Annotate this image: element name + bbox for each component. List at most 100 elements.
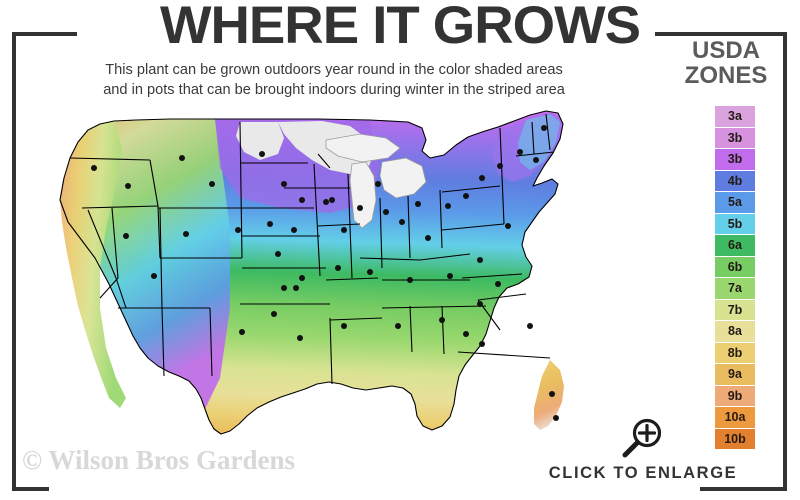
state-line-mo-ar	[325, 277, 379, 281]
legend-swatch-6a-6: 6a	[715, 235, 755, 257]
legend-swatch-label: 8b	[727, 345, 743, 360]
city-markers	[91, 125, 559, 421]
state-line-ny-ne	[499, 127, 505, 225]
legend-swatch-5a-4: 5a	[715, 192, 755, 214]
city-marker	[549, 391, 555, 397]
northern-minnesota-unmapped-area	[236, 122, 284, 160]
state-line-wi-mi	[317, 153, 331, 169]
hardiness-zone-map[interactable]	[30, 108, 670, 458]
legend-swatch-label: 7b	[727, 302, 743, 317]
city-marker	[399, 219, 405, 225]
state-line-vt-nh	[531, 121, 535, 155]
usda-zone-legend: 3a 3b 3b 4b 5a 5b 6a 6b 7a 7b 8a 8b 9a 9b 10a 10b	[715, 106, 755, 450]
city-marker	[151, 273, 157, 279]
legend-swatch-label: 10b	[724, 431, 746, 446]
click-to-enlarge-label[interactable]: CLICK TO ENLARGE	[548, 464, 738, 482]
lake-huron-erie	[379, 157, 427, 199]
city-marker	[323, 199, 329, 205]
legend-swatch-label: 3a	[728, 109, 742, 124]
state-line-va-nc	[461, 273, 523, 279]
legend-swatch-3b-1: 3b	[715, 127, 755, 149]
new-england-overlay	[518, 114, 560, 170]
city-marker	[395, 323, 401, 329]
city-marker	[445, 203, 451, 209]
city-marker	[91, 165, 97, 171]
map-zone-fills	[60, 111, 564, 434]
city-marker	[533, 157, 539, 163]
pacific-coast-overlay	[60, 121, 126, 408]
great-lakes	[325, 133, 427, 229]
city-marker	[463, 331, 469, 337]
subtitle-line-1: This plant can be grown outdoors year ro…	[105, 62, 563, 78]
frame-bottom-left-segment	[12, 487, 49, 491]
legend-swatch-10a-14: 10a	[715, 407, 755, 429]
city-marker	[281, 285, 287, 291]
city-marker	[425, 235, 431, 241]
state-line-nv-ut	[99, 207, 119, 299]
legend-swatch-label: 4b	[727, 173, 743, 188]
state-line-tn-ms-al-ga	[381, 305, 487, 309]
legend-swatch-label: 3b	[727, 130, 743, 145]
legend-swatch-9b-13: 9b	[715, 385, 755, 407]
legend-swatch-3b-2: 3b	[715, 149, 755, 171]
state-line-wa-or	[69, 157, 151, 161]
city-marker	[439, 317, 445, 323]
state-line-il-in	[379, 197, 383, 269]
city-marker	[553, 415, 559, 421]
legend-swatch-label: 5a	[728, 195, 742, 210]
legend-swatch-10b-15: 10b	[715, 428, 755, 450]
state-line-oh-pa	[439, 189, 443, 249]
city-marker	[357, 205, 363, 211]
legend-swatch-8a-10: 8a	[715, 321, 755, 343]
state-line-ut-co	[159, 207, 163, 309]
legend-heading: USDA ZONES	[664, 38, 788, 88]
city-marker	[375, 181, 381, 187]
city-marker	[281, 181, 287, 187]
lake-michigan	[349, 161, 377, 229]
legend-heading-line-1: USDA	[691, 37, 760, 64]
city-marker	[299, 197, 305, 203]
city-marker	[179, 155, 185, 161]
state-line-ca-nv	[87, 209, 127, 309]
city-marker	[341, 323, 347, 329]
state-line-ma-vt-nh	[515, 151, 555, 157]
state-line-ia-il	[347, 173, 353, 279]
legend-swatch-8b-11: 8b	[715, 342, 755, 364]
magnifier-plus-icon[interactable]	[617, 418, 667, 460]
state-line-pa-md	[441, 223, 505, 231]
legend-swatch-label: 10a	[724, 410, 746, 425]
city-marker	[259, 151, 265, 157]
city-marker	[183, 231, 189, 237]
city-marker	[495, 281, 501, 287]
legend-swatch-label: 8a	[728, 324, 742, 339]
frame-top-right-segment	[655, 32, 787, 36]
city-marker	[271, 311, 277, 317]
city-marker	[447, 273, 453, 279]
lake-superior	[325, 133, 401, 163]
city-marker	[463, 193, 469, 199]
legend-swatch-4b-3: 4b	[715, 170, 755, 192]
state-line-in-oh	[407, 195, 411, 259]
state-line-or-ca	[81, 205, 159, 209]
usa-map-svg[interactable]	[30, 108, 670, 458]
legend-swatch-label: 7a	[728, 281, 742, 296]
city-marker	[407, 277, 413, 283]
city-marker	[239, 329, 245, 335]
state-line-nc-sc	[477, 293, 527, 301]
city-marker	[299, 275, 305, 281]
florida-zone-overlay	[534, 360, 564, 430]
legend-swatch-5b-5: 5b	[715, 213, 755, 235]
legend-swatch-7a-8: 7a	[715, 278, 755, 300]
legend-swatch-label: 6a	[728, 238, 742, 253]
legend-swatch-label: 9a	[728, 367, 742, 382]
city-marker	[505, 223, 511, 229]
frame-top-left-segment	[12, 32, 77, 36]
legend-swatch-label: 6b	[727, 259, 743, 274]
city-marker	[527, 323, 533, 329]
subtitle: This plant can be grown outdoors year ro…	[24, 60, 644, 100]
state-line-ga-fl	[457, 351, 551, 359]
state-line-ia-mo	[317, 223, 361, 227]
page-title: WHERE IT GROWS	[160, 0, 641, 55]
city-marker	[293, 285, 299, 291]
